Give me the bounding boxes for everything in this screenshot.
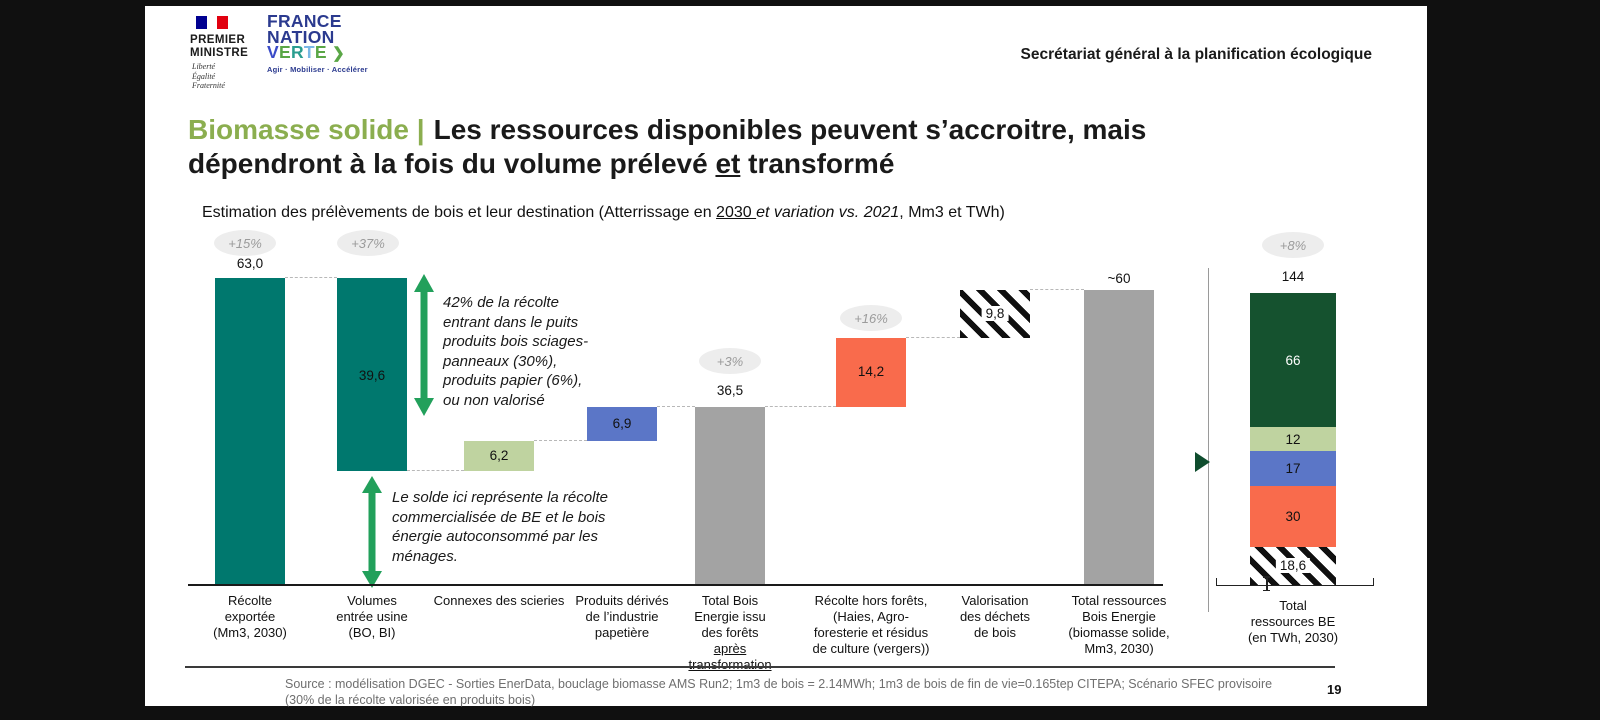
title-line1: Les ressources disponibles peuvent s’acc… bbox=[433, 113, 1147, 145]
bar-value-label: 39,6 bbox=[358, 368, 386, 383]
stack-segment-papeterie bbox=[1250, 451, 1336, 486]
axis-separator-line bbox=[1208, 268, 1209, 612]
change-badge: +37% bbox=[337, 230, 399, 256]
change-badge: +16% bbox=[840, 305, 902, 331]
pm-line2: MINISTRE bbox=[190, 46, 249, 59]
france-nation-verte-logo: FRANCE NATION VERTE ❯ Agir · Mobiliser ·… bbox=[267, 11, 387, 74]
axis-label-main: Total Bois Energie issu des forêts bbox=[694, 593, 766, 640]
fnv-letter: T bbox=[303, 42, 315, 62]
source-note: Source : modélisation DGEC - Sorties Ene… bbox=[285, 677, 1273, 707]
bar-produits-derives-papeterie bbox=[587, 407, 657, 441]
waterfall-connector bbox=[906, 337, 960, 338]
axis-label-recolte-exportee: Récolte exportée (Mm3, 2030) bbox=[213, 593, 287, 640]
stack-segment-label: 12 bbox=[1285, 432, 1301, 447]
bar-value-label: 6,9 bbox=[612, 416, 632, 431]
flag-red-block bbox=[217, 16, 228, 29]
fnv-line-nation: NATION bbox=[267, 26, 335, 47]
waterfall-connector bbox=[1030, 289, 1084, 290]
axis-label-total-bois-energie: Total Bois Energie issu des forêts après … bbox=[688, 593, 771, 673]
footer-divider bbox=[185, 666, 1335, 668]
organization-name: Secrétariat général à la planification é… bbox=[1020, 46, 1372, 63]
stack-segment-label: 30 bbox=[1285, 509, 1301, 524]
annotation-text: Le solde ici représente la récolte comme… bbox=[392, 489, 608, 565]
french-flag-icon bbox=[196, 16, 228, 29]
chart-title-variation: et variation vs. 2021 bbox=[756, 204, 900, 221]
title-line2-before: dépendront à la fois du volume prélevé bbox=[188, 147, 716, 179]
stack-segment-label: 18,6 bbox=[1275, 558, 1311, 573]
axis-label-recolte-hors-forets: Récolte hors forêts, (Haies, Agro- fores… bbox=[812, 593, 930, 656]
page-title: Biomasse solide | Les ressources disponib… bbox=[188, 113, 1358, 181]
chart-title-year: 2030 bbox=[716, 204, 757, 221]
chart-title: Estimation des prélèvements de bois et l… bbox=[202, 204, 1005, 222]
title-topic: Biomasse solide | bbox=[188, 113, 425, 145]
bar-total-bois-energie-forets bbox=[695, 407, 765, 585]
waterfall-connector bbox=[765, 406, 836, 407]
bar-recolte-exportee bbox=[215, 278, 285, 585]
change-badge: +8% bbox=[1262, 232, 1324, 258]
fnv-letter: E bbox=[314, 42, 327, 62]
title-line2-after: transformé bbox=[740, 147, 895, 179]
arrow-right-marker-icon bbox=[1195, 452, 1210, 472]
slide: PREMIER MINISTRE Liberté Égalité Fraterni… bbox=[145, 6, 1427, 707]
fnv-line-france: FRANCE bbox=[267, 11, 342, 31]
title-et-underlined: et bbox=[715, 147, 741, 179]
fnv-tagline: Agir · Mobiliser · Accélérer bbox=[267, 64, 368, 74]
bar-value-label: ~60 bbox=[1107, 271, 1131, 286]
chart-title-text: Estimation des prélèvements de bois et l… bbox=[202, 204, 717, 221]
stack-segment-label: 17 bbox=[1285, 461, 1301, 476]
bar-total-ressources-bois-energie bbox=[1084, 290, 1154, 585]
double-arrow-icon bbox=[414, 274, 434, 416]
axis-label-total-be-twh: Total ressources BE (en TWh, 2030) bbox=[1247, 598, 1339, 645]
flag-blue-block bbox=[196, 16, 207, 29]
change-badge: +3% bbox=[699, 348, 761, 374]
bar-connexes-scieries bbox=[464, 441, 534, 471]
axis-label-volumes-entree-usine: Volumes entrée usine (BO, BI) bbox=[336, 593, 408, 640]
annotation-text: 42% de la récolte entrant dans le puits … bbox=[443, 294, 589, 409]
fnv-line-verte: VERTE ❯ bbox=[267, 42, 387, 62]
total-bracket bbox=[1216, 578, 1374, 586]
fnv-letter: V bbox=[267, 42, 279, 62]
waterfall-connector bbox=[285, 277, 337, 278]
stack-segment-hors-forets bbox=[1250, 486, 1336, 547]
bar-value-label: 6,2 bbox=[489, 448, 509, 463]
bar-volumes-entree-usine bbox=[337, 278, 407, 471]
x-axis-line bbox=[188, 584, 1163, 586]
waterfall-connector bbox=[657, 406, 695, 407]
change-badge: +15% bbox=[214, 230, 276, 256]
stack-segment-connexes bbox=[1250, 427, 1336, 451]
bar-value-label: 63,0 bbox=[236, 256, 264, 271]
double-arrow-icon bbox=[362, 476, 382, 588]
axis-label-connexes-scieries: Connexes des scieries bbox=[433, 593, 565, 608]
bar-value-label: 36,5 bbox=[716, 383, 744, 398]
fnv-letter: R bbox=[290, 42, 304, 62]
fnv-letter: E bbox=[278, 42, 291, 62]
chevron-right-icon: ❯ bbox=[332, 45, 345, 62]
premier-ministre-wordmark: PREMIER MINISTRE bbox=[190, 34, 248, 59]
axis-label-total-ressources: Total ressources Bois Energie (biomasse … bbox=[1068, 593, 1170, 656]
stack-segment-forets bbox=[1250, 293, 1336, 427]
bar-value-label: 9,8 bbox=[981, 306, 1009, 321]
waterfall-connector bbox=[407, 470, 464, 471]
page-number: 19 bbox=[1327, 682, 1342, 697]
bar-recolte-hors-forets bbox=[836, 338, 906, 407]
stack-segment-label: 66 bbox=[1285, 353, 1301, 368]
axis-label-valorisation-dechets: Valorisation des déchets de bois bbox=[959, 593, 1031, 640]
pm-line1: PREMIER bbox=[190, 34, 246, 46]
axis-label-underlined: après transformation bbox=[688, 641, 772, 672]
axis-label-produits-derives: Produits dérivés de l’industrie papetièr… bbox=[575, 593, 669, 640]
republic-motto: Liberté Égalité Fraternité bbox=[192, 62, 225, 90]
text-cursor bbox=[1263, 576, 1270, 591]
bar-value-label: 14,2 bbox=[857, 364, 885, 379]
stack-total-label: 144 bbox=[1281, 269, 1305, 284]
chart-title-units: , Mm3 et TWh) bbox=[899, 204, 1005, 221]
waterfall-connector bbox=[534, 440, 587, 441]
